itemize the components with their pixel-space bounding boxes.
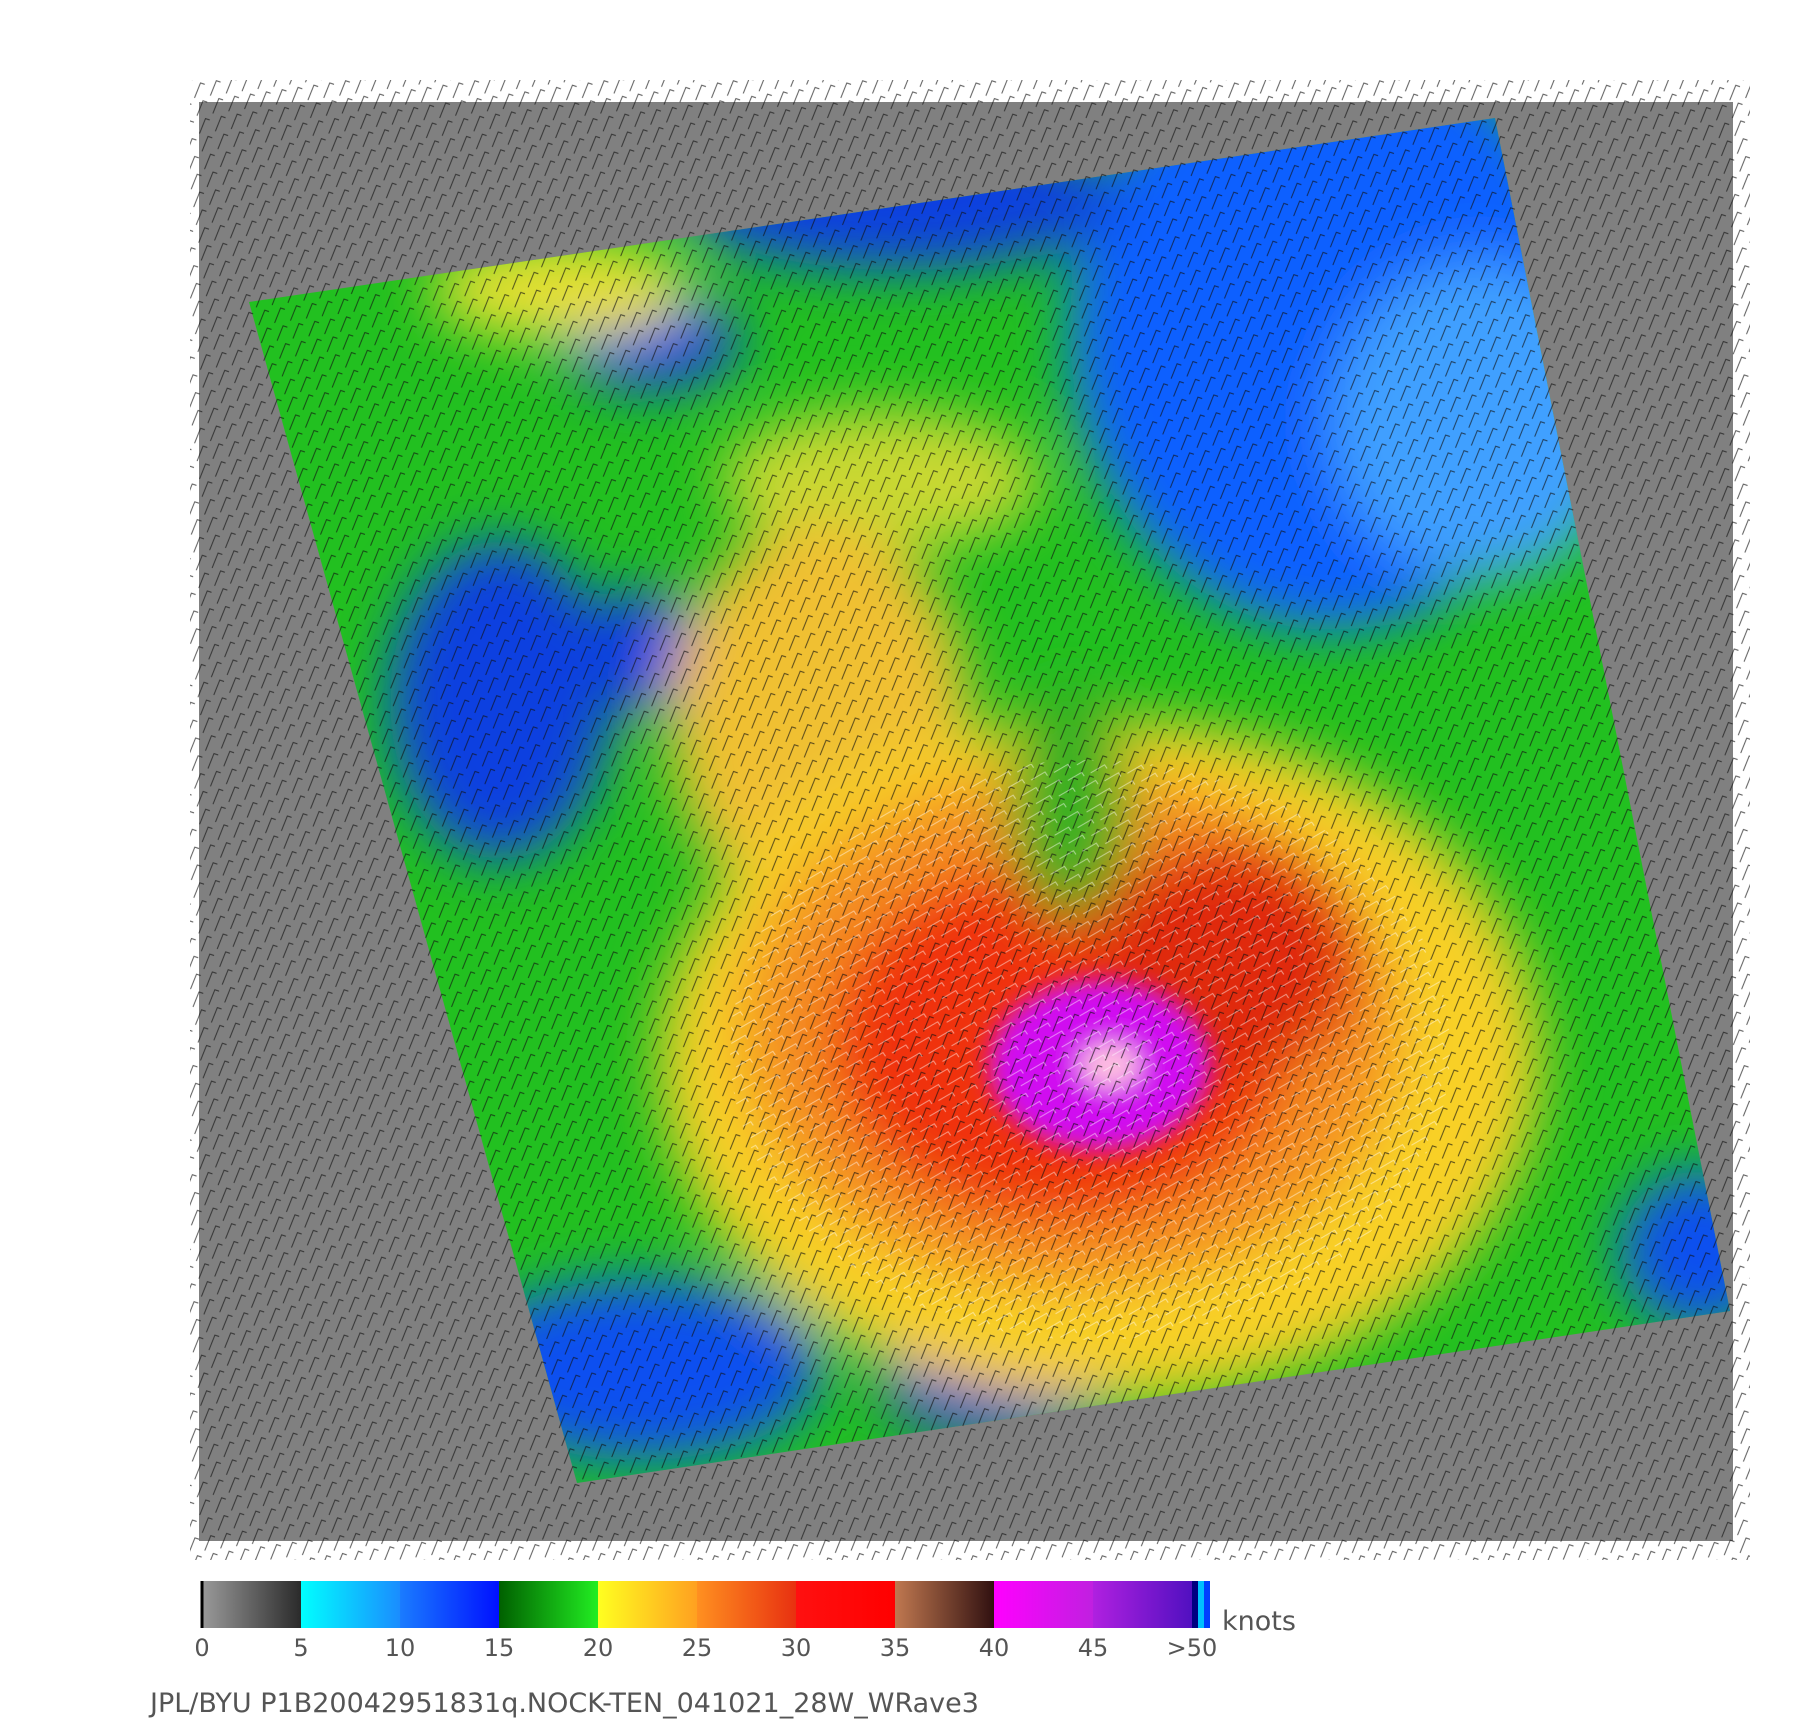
colorbar-tick-label: 20 [583,1634,614,1662]
colorbar-tick-label: >50 [1167,1634,1218,1662]
colorbar-segment [994,1581,1094,1628]
colorbar-segment [697,1581,797,1628]
map [190,80,1750,1560]
caption: JPL/BYU P1B20042951831q.NOCK-TEN_041021_… [148,1688,979,1719]
colorbar-segment [499,1581,599,1628]
colorbar-tick-label: 45 [1078,1634,1109,1662]
colorbar: 0 5 10 15 20 25 30 35 40 45 >50 [194,1581,1217,1662]
colorbar-tick-label: 10 [385,1634,416,1662]
colorbar-overflow [1204,1581,1210,1628]
colorbar-segment [598,1581,698,1628]
colorbar-tick-label: 30 [781,1634,812,1662]
colorbar-segment [1093,1581,1193,1628]
colorbar-overflow [1192,1581,1198,1628]
colorbar-unit: knots [1222,1606,1296,1637]
colorbar-tick-label: 0 [194,1634,209,1662]
colorbar-tick-label: 15 [484,1634,515,1662]
colorbar-tick-label: 25 [682,1634,713,1662]
colorbar-overflow [1198,1581,1204,1628]
colorbar-tick-label: 40 [979,1634,1010,1662]
colorbar-segment [400,1581,500,1628]
colorbar-segment [202,1581,302,1628]
colorbar-tick-label: 35 [880,1634,911,1662]
high-wind-barbs [730,760,1450,1340]
colorbar-segment [301,1581,401,1628]
colorbar-segment [895,1581,995,1628]
colorbar-segment [796,1581,896,1628]
colorbar-tick-label: 5 [293,1634,308,1662]
